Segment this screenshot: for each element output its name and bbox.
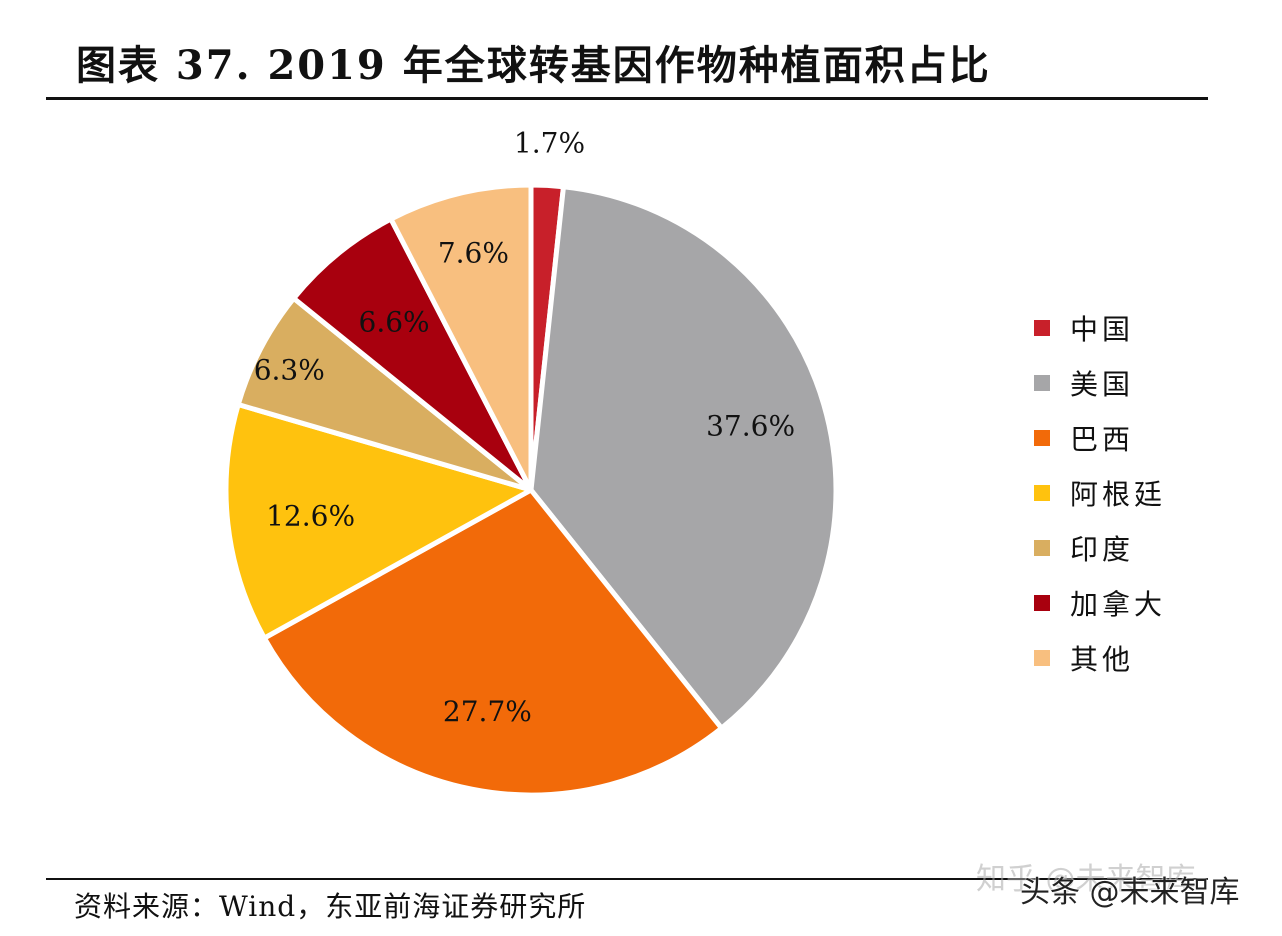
- legend-label: 巴西: [1070, 422, 1135, 456]
- legend-item: 加拿大: [1034, 575, 1166, 630]
- legend-label: 中国: [1070, 312, 1135, 346]
- legend-swatch: [1034, 484, 1050, 501]
- pie-slice-2: [528, 184, 839, 731]
- source-rule: [46, 878, 1208, 880]
- slice-data-label: 27.7%: [443, 695, 532, 728]
- source-note: 资料来源：Wind，东亚前海证券研究所: [74, 890, 587, 923]
- pie-labels: 1.7% 37.6% 27.7% 12.6% 6.3% 6.6% 7.6%: [254, 126, 795, 728]
- pie-slice-7: [388, 182, 534, 493]
- legend-label: 加拿大: [1070, 587, 1167, 621]
- chart-legend: 中国美国巴西阿根廷印度加拿大其他: [1034, 300, 1166, 685]
- legend-item: 阿根廷: [1034, 465, 1166, 520]
- legend-item: 中国: [1034, 300, 1166, 355]
- legend-item: 其他: [1034, 630, 1166, 685]
- watermark-front: 头条 @未来智库: [1020, 875, 1240, 910]
- legend-swatch: [1034, 429, 1050, 446]
- slice-data-label: 6.3%: [254, 353, 325, 386]
- legend-label: 印度: [1070, 532, 1135, 566]
- legend-item: 巴西: [1034, 410, 1166, 465]
- chart-title: 图表 37. 2019 年全球转基因作物种植面积占比: [76, 42, 991, 89]
- slice-data-label: 7.6%: [438, 236, 509, 269]
- legend-swatch: [1034, 539, 1050, 556]
- slice-data-label: 37.6%: [706, 409, 795, 442]
- legend-swatch: [1034, 594, 1050, 611]
- watermark-back: 知乎 @未来智库: [976, 862, 1196, 897]
- pie-slice-4: [223, 402, 534, 641]
- legend-item: 美国: [1034, 355, 1166, 410]
- legend-label: 阿根廷: [1070, 477, 1167, 511]
- legend-swatch: [1034, 649, 1050, 666]
- legend-item: 印度: [1034, 520, 1166, 575]
- legend-swatch: [1034, 319, 1050, 336]
- slice-data-label: 12.6%: [266, 499, 355, 532]
- legend-label: 其他: [1070, 642, 1135, 676]
- legend-swatch: [1034, 374, 1050, 391]
- pie-slices: [223, 182, 839, 798]
- slice-data-label: 6.6%: [359, 306, 430, 339]
- pie-slice-3: [261, 487, 725, 798]
- title-underline: [46, 97, 1208, 100]
- legend-label: 美国: [1070, 367, 1135, 401]
- slice-data-label: 1.7%: [514, 126, 585, 159]
